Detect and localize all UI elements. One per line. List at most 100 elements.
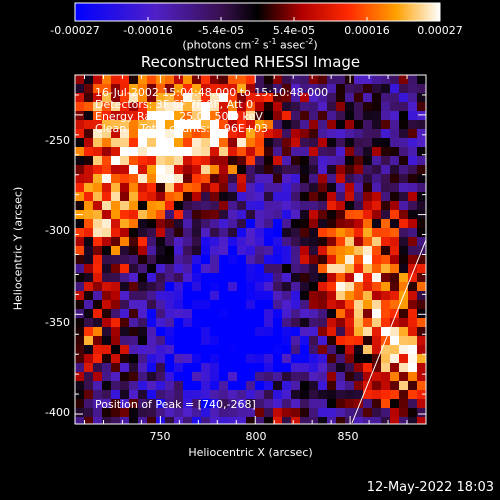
y-tick-label: -350 xyxy=(45,316,70,329)
heatmap-cell xyxy=(300,381,310,391)
heatmap-cell xyxy=(255,246,265,256)
heatmap-cell xyxy=(174,273,184,283)
heatmap-cell xyxy=(228,345,238,355)
heatmap-cell xyxy=(345,219,355,229)
heatmap-cell xyxy=(192,93,202,103)
heatmap-cell xyxy=(417,120,426,130)
heatmap-cell xyxy=(354,300,364,310)
heatmap-cell xyxy=(237,363,247,373)
heatmap-cell xyxy=(255,282,265,292)
heatmap-cell xyxy=(282,174,292,184)
heatmap-cell xyxy=(183,318,193,328)
heatmap-cell xyxy=(336,174,346,184)
heatmap-cell xyxy=(120,363,130,373)
heatmap-cell xyxy=(372,300,382,310)
heatmap-cell xyxy=(399,318,409,328)
heatmap-cell xyxy=(381,282,391,292)
heatmap-cell xyxy=(219,381,229,391)
heatmap-cell xyxy=(174,129,184,139)
heatmap-cell xyxy=(264,75,274,85)
heatmap-cell xyxy=(354,174,364,184)
heatmap-cell xyxy=(318,381,328,391)
heatmap-cell xyxy=(327,237,337,247)
heatmap-cell xyxy=(219,237,229,247)
heatmap-cell xyxy=(264,354,274,364)
heatmap-cell xyxy=(300,156,310,166)
heatmap-cell xyxy=(129,291,139,301)
heatmap-cell xyxy=(408,84,418,94)
heatmap-cell xyxy=(390,291,400,301)
heatmap-cell xyxy=(102,237,112,247)
heatmap-cell xyxy=(345,174,355,184)
heatmap-cell xyxy=(336,399,346,409)
heatmap-cell xyxy=(138,138,148,148)
heatmap-cell xyxy=(255,102,265,112)
heatmap-cell xyxy=(246,228,256,238)
heatmap-cell xyxy=(228,282,238,292)
heatmap-cell xyxy=(156,138,166,148)
heatmap-cell xyxy=(246,120,256,130)
heatmap-cell xyxy=(336,282,346,292)
heatmap-cell xyxy=(111,408,121,418)
heatmap-cell xyxy=(318,192,328,202)
heatmap-cell xyxy=(273,192,283,202)
heatmap-cell xyxy=(390,237,400,247)
heatmap-cell xyxy=(291,417,301,424)
heatmap-cell xyxy=(390,282,400,292)
heatmap-cell xyxy=(192,201,202,211)
heatmap-cell xyxy=(255,390,265,400)
heatmap-cell xyxy=(318,354,328,364)
heatmap-cell xyxy=(84,417,94,424)
heatmap-cell xyxy=(363,255,373,265)
heatmap-cell xyxy=(399,363,409,373)
heatmap-cell xyxy=(210,84,220,94)
heatmap-cell xyxy=(372,210,382,220)
heatmap-cell xyxy=(255,120,265,130)
heatmap-cell xyxy=(120,390,130,400)
heatmap-cell xyxy=(264,264,274,274)
heatmap-cell xyxy=(291,138,301,148)
heatmap-cell xyxy=(390,165,400,175)
heatmap-cell xyxy=(408,399,418,409)
heatmap-cell xyxy=(372,201,382,211)
heatmap-cell xyxy=(417,318,426,328)
heatmap-cell xyxy=(399,192,409,202)
heatmap-cell xyxy=(183,336,193,346)
heatmap-cell xyxy=(381,138,391,148)
heatmap-cell xyxy=(363,399,373,409)
heatmap-cell xyxy=(129,372,139,382)
heatmap-cell xyxy=(147,228,157,238)
heatmap-cell xyxy=(102,75,112,85)
heatmap-cell xyxy=(102,291,112,301)
heatmap-cell xyxy=(282,147,292,157)
heatmap-cell xyxy=(246,417,256,424)
heatmap-cell xyxy=(345,291,355,301)
heatmap-cell xyxy=(111,138,121,148)
heatmap-cell xyxy=(318,210,328,220)
heatmap-cell xyxy=(354,129,364,139)
heatmap-cell xyxy=(309,84,319,94)
heatmap-cell xyxy=(174,354,184,364)
heatmap-cell xyxy=(336,300,346,310)
heatmap-cell xyxy=(390,174,400,184)
heatmap-cell xyxy=(354,183,364,193)
heatmap-cell xyxy=(381,363,391,373)
heatmap-cell xyxy=(75,291,85,301)
heatmap-cell xyxy=(363,147,373,157)
heatmap-cell xyxy=(363,120,373,130)
heatmap-cell xyxy=(210,390,220,400)
heatmap-cell xyxy=(273,336,283,346)
heatmap-cell xyxy=(246,138,256,148)
heatmap-cell xyxy=(237,219,247,229)
heatmap-cell xyxy=(336,165,346,175)
heatmap-cell xyxy=(291,372,301,382)
colorbar-tick-label: 0.00027 xyxy=(417,24,463,37)
heatmap-cell xyxy=(273,102,283,112)
heatmap-cell xyxy=(84,75,94,85)
heatmap-cell xyxy=(381,399,391,409)
heatmap-cell xyxy=(183,309,193,319)
heatmap-cell xyxy=(255,111,265,121)
heatmap-cell xyxy=(372,237,382,247)
heatmap-cell xyxy=(381,318,391,328)
heatmap-cell xyxy=(309,138,319,148)
